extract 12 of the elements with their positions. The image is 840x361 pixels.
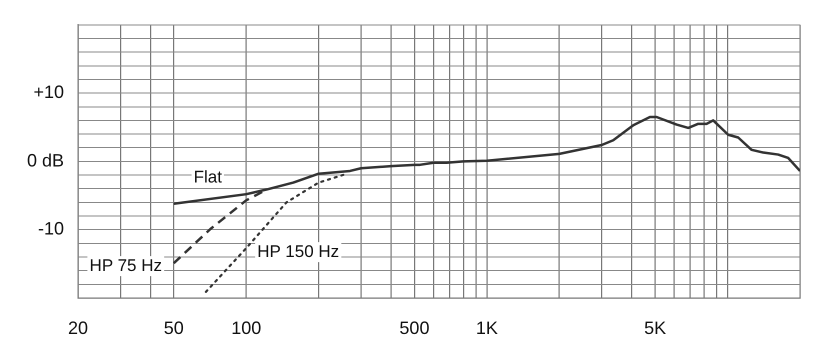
x-tick-label: 500	[399, 318, 430, 338]
y-tick-label: -10	[38, 218, 64, 239]
x-tick-label: 20	[68, 318, 88, 338]
series-label: Flat	[194, 167, 222, 186]
series-label: HP 150 Hz	[257, 242, 340, 261]
x-tick-label: 1K	[476, 318, 498, 338]
y-tick-label: +10	[33, 82, 64, 102]
y-tick-label: 0 dB	[26, 150, 64, 170]
x-tick-label: 100	[231, 318, 262, 338]
series-label: HP 75 Hz	[90, 256, 162, 275]
x-tick-label: 50	[164, 318, 184, 338]
x-tick-label: 5K	[644, 318, 666, 338]
